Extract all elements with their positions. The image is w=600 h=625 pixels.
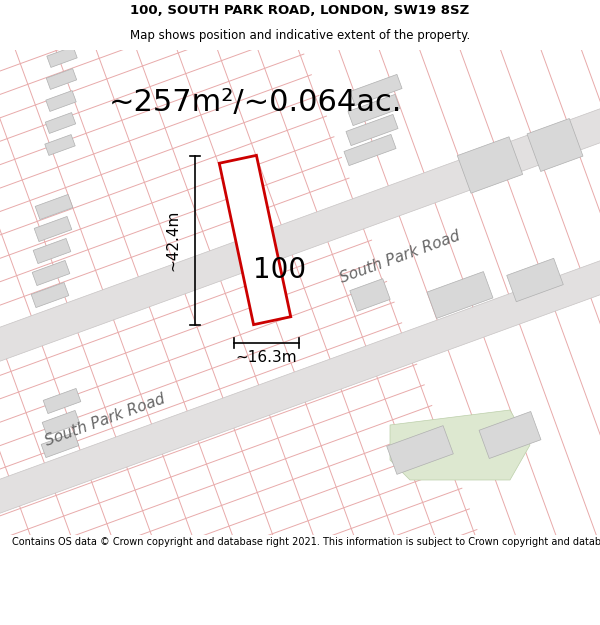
- Polygon shape: [350, 74, 402, 106]
- Polygon shape: [346, 114, 398, 146]
- Text: 100: 100: [253, 256, 307, 284]
- Text: 100, SOUTH PARK ROAD, LONDON, SW19 8SZ: 100, SOUTH PARK ROAD, LONDON, SW19 8SZ: [130, 4, 470, 18]
- Polygon shape: [47, 24, 78, 46]
- Polygon shape: [507, 258, 563, 302]
- Polygon shape: [386, 426, 454, 474]
- Polygon shape: [34, 216, 72, 242]
- Polygon shape: [31, 282, 69, 308]
- Polygon shape: [43, 388, 81, 414]
- Polygon shape: [457, 137, 523, 193]
- Polygon shape: [427, 272, 493, 318]
- Text: ~257m²/~0.064ac.: ~257m²/~0.064ac.: [109, 89, 401, 118]
- Polygon shape: [344, 134, 396, 166]
- Polygon shape: [390, 410, 530, 480]
- Text: Contains OS data © Crown copyright and database right 2021. This information is : Contains OS data © Crown copyright and d…: [12, 537, 600, 547]
- Polygon shape: [46, 91, 76, 111]
- Text: Map shows position and indicative extent of the property.: Map shows position and indicative extent…: [130, 29, 470, 42]
- Polygon shape: [46, 69, 77, 89]
- Polygon shape: [32, 261, 70, 286]
- Polygon shape: [45, 112, 76, 133]
- Polygon shape: [0, 218, 600, 556]
- Polygon shape: [45, 134, 75, 156]
- Polygon shape: [42, 411, 80, 436]
- Text: ~16.3m: ~16.3m: [236, 351, 298, 366]
- Polygon shape: [0, 66, 600, 404]
- Polygon shape: [527, 119, 583, 171]
- Text: South Park Road: South Park Road: [338, 228, 462, 286]
- Text: South Park Road: South Park Road: [43, 391, 167, 449]
- Polygon shape: [48, 2, 78, 23]
- Polygon shape: [35, 194, 73, 219]
- Polygon shape: [33, 238, 71, 264]
- Polygon shape: [219, 156, 291, 324]
- Polygon shape: [350, 279, 390, 311]
- Polygon shape: [47, 47, 77, 68]
- Text: ~42.4m: ~42.4m: [166, 209, 181, 271]
- Polygon shape: [41, 432, 79, 457]
- Polygon shape: [479, 411, 541, 459]
- Polygon shape: [348, 94, 400, 126]
